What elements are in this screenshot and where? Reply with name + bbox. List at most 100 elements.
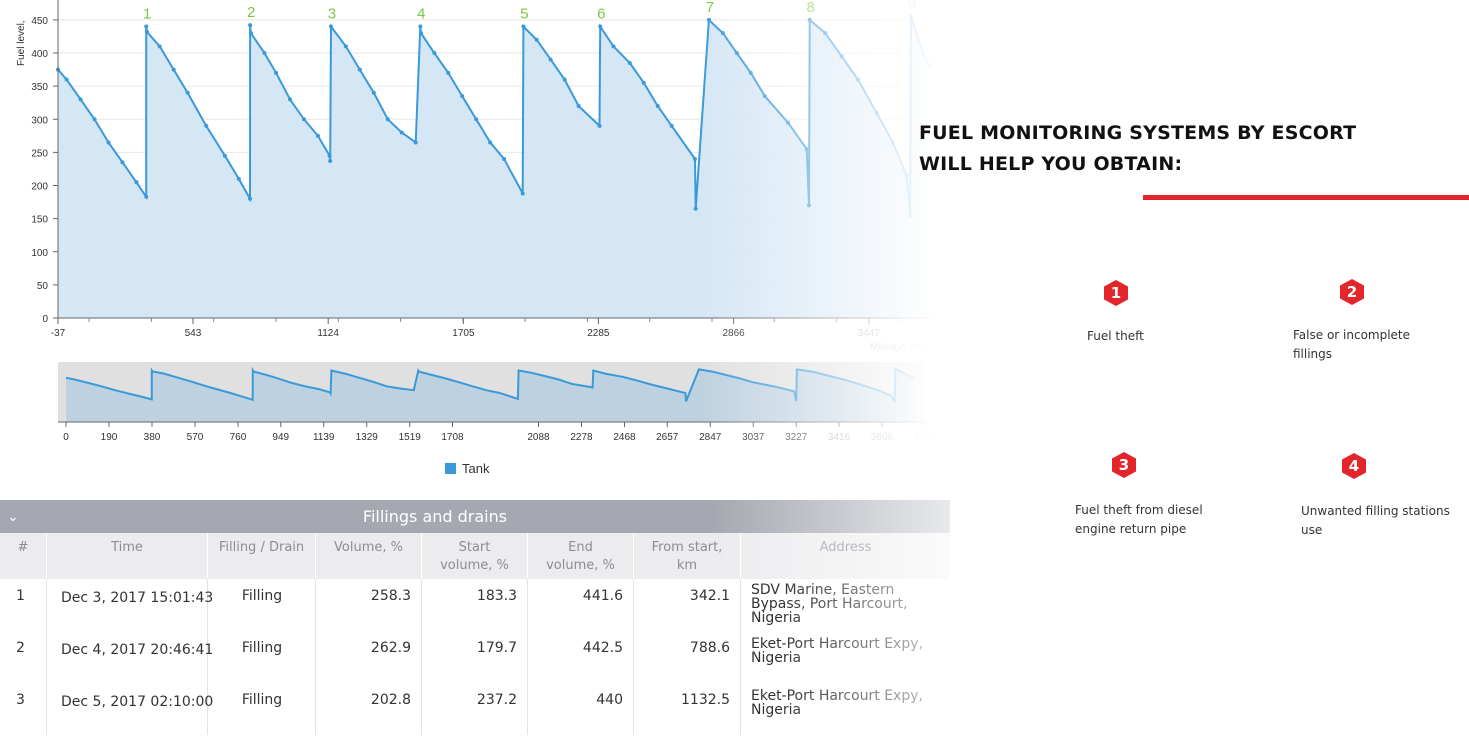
- tank-point: [734, 51, 739, 55]
- tank-point: [315, 133, 320, 138]
- tank-point: [655, 104, 660, 108]
- tank-point: [806, 203, 811, 208]
- tank-point: [144, 194, 149, 199]
- y-tick-label: 450: [31, 16, 48, 27]
- column-header-address[interactable]: Address: [819, 540, 872, 555]
- column-header-from-start[interactable]: From start, km: [634, 533, 741, 579]
- tank-point: [855, 77, 860, 82]
- column-header-time[interactable]: Time: [47, 533, 208, 579]
- navigator-tick-label: 3037: [742, 432, 765, 443]
- row-address[interactable]: Eket-Port Harcourt Expy, Nigeria: [751, 636, 923, 666]
- column-header-start-volume[interactable]: Start volume, %: [422, 533, 528, 579]
- navigator-tick-label: 1708: [441, 432, 464, 443]
- navigator-tick-label: 2278: [570, 432, 593, 443]
- row-from-start: 342.1: [689, 588, 730, 604]
- refuel-label: 6: [597, 6, 605, 23]
- row-address[interactable]: SDV Marine, Eastern Bypass, Port Harcour…: [751, 582, 908, 626]
- tank-point: [106, 140, 111, 145]
- tank-point: [839, 54, 844, 59]
- tank-point: [222, 153, 227, 158]
- tank-point: [693, 206, 698, 211]
- row-volume: 258.3: [370, 588, 411, 604]
- tank-point: [692, 157, 697, 161]
- column-header-end-volume[interactable]: End volume, %: [528, 533, 634, 579]
- tank-point: [185, 90, 190, 95]
- refuel-label: 1: [143, 6, 151, 23]
- chevron-down-icon[interactable]: ⌄: [7, 508, 19, 524]
- tank-point: [520, 191, 525, 196]
- tank-point: [627, 60, 632, 65]
- tank-point: [641, 80, 646, 85]
- tank-point: [597, 123, 602, 128]
- tank-point: [874, 110, 879, 115]
- navigator-tick-label: 3227: [785, 432, 808, 443]
- table-row[interactable]: 1 Dec 3, 2017 15:01:43 Filling 258.3 183…: [0, 579, 950, 631]
- feature-badge-4: 4: [1340, 452, 1368, 480]
- tank-point: [385, 117, 390, 122]
- legend-swatch: [445, 463, 456, 474]
- hexagon-icon: [1342, 453, 1366, 479]
- x-tick-label: 543: [185, 328, 202, 339]
- tank-area: [58, 16, 930, 318]
- tank-point: [706, 17, 711, 22]
- y-tick-label: 100: [31, 248, 48, 259]
- refuel-label: 5: [520, 6, 528, 23]
- row-address[interactable]: Eket-Port Harcourt Expy, Nigeria: [751, 688, 923, 718]
- feature-number: 4: [1348, 457, 1360, 475]
- navigator-tick-label: 3416: [828, 432, 851, 443]
- navigator-tick-label: 570: [187, 432, 204, 443]
- table-title: Fillings and drains: [362, 507, 508, 526]
- tank-point: [669, 123, 674, 128]
- row-num: 2: [16, 640, 25, 656]
- tank-point: [908, 14, 913, 19]
- x-tick-label: 2285: [587, 328, 610, 339]
- row-num: 3: [16, 692, 25, 708]
- navigator-tick-label: 190: [101, 432, 118, 443]
- row-from-start: 788.6: [689, 640, 730, 656]
- tank-point: [823, 31, 828, 36]
- tank-point: [521, 24, 526, 29]
- y-tick-label: 0: [42, 314, 48, 325]
- tank-point: [921, 51, 926, 55]
- navigator-tick-label: 1519: [399, 432, 422, 443]
- refuel-label: 9: [908, 0, 916, 13]
- navigator-tick-label: 2657: [656, 432, 679, 443]
- chart-legend[interactable]: Tank: [445, 461, 490, 476]
- hexagon-icon: [1104, 280, 1128, 306]
- tank-point: [474, 117, 479, 122]
- row-type: Filling: [241, 640, 283, 656]
- tank-point: [446, 70, 451, 75]
- column-header-type[interactable]: Filling / Drain: [208, 533, 316, 579]
- feature-text-3: Fuel theft from diesel engine return pip…: [1075, 503, 1203, 536]
- row-num: 1: [16, 588, 25, 604]
- row-type: Filling: [241, 588, 283, 604]
- tank-point: [576, 104, 581, 108]
- navigator-tick-label: 0: [63, 432, 69, 443]
- feature-text-2: False or incomplete fillings: [1293, 328, 1411, 361]
- row-from-start: 1132.5: [681, 692, 730, 708]
- feature-text-4: Unwanted filling stations use: [1301, 504, 1450, 537]
- column-header-num[interactable]: #: [0, 533, 47, 579]
- y-tick-label: 50: [37, 281, 49, 292]
- tank-point: [262, 51, 267, 55]
- refuel-label: 2: [247, 4, 255, 21]
- navigator-tick-label: 2468: [613, 432, 636, 443]
- table-row[interactable]: 3 Dec 5, 2017 02:10:00 Filling 202.8 237…: [0, 683, 950, 735]
- fuel-level-chart: 0 50 100 150 200 250 300 350 400 450 -37 543 1124 170…: [0, 0, 940, 485]
- tank-point: [807, 17, 812, 22]
- y-tick-label: 350: [31, 82, 48, 93]
- tank-point: [92, 117, 97, 122]
- table-row[interactable]: 2 Dec 4, 2017 20:46:41 Filling 262.9 179…: [0, 631, 950, 683]
- refuel-label: 4: [417, 6, 425, 23]
- hexagon-icon: [1340, 279, 1364, 305]
- column-header-volume[interactable]: Volume, %: [316, 533, 422, 579]
- tank-point: [720, 31, 725, 36]
- navigator-tick-label: 1139: [313, 432, 335, 443]
- navigator-tick-label: 3606: [871, 432, 894, 443]
- tank-point: [413, 140, 418, 145]
- y-axis-title: Fuel level,: [16, 20, 27, 66]
- x-tick-label: 1124: [317, 328, 339, 339]
- tank-point: [236, 176, 241, 181]
- tank-point: [928, 64, 932, 69]
